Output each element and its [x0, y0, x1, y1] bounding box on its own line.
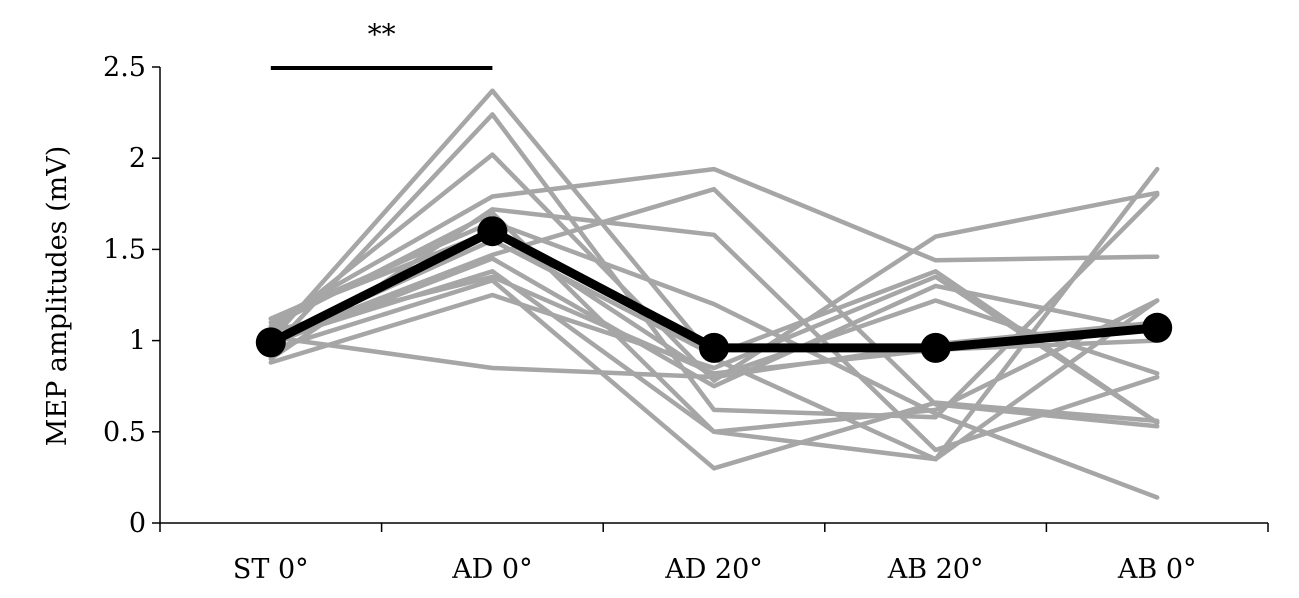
- mean-point: [699, 332, 729, 363]
- individual-series-line: [268, 219, 1160, 500]
- y-tick-label: 2.5: [103, 52, 146, 83]
- mean-point: [477, 216, 508, 247]
- individual-series-line: [268, 186, 1160, 429]
- individual-series-line: [268, 256, 1160, 389]
- individual-series-group: [268, 88, 1160, 500]
- y-axis-title: MEP amplitudes (mV): [42, 146, 73, 446]
- individual-series-line: [268, 210, 1160, 462]
- individual-series-line: [268, 166, 1160, 325]
- significance-label: **: [368, 18, 396, 51]
- x-tick-label: AB 0°: [1117, 554, 1197, 585]
- individual-series-line: [268, 152, 1160, 383]
- y-tick-label: 0: [129, 508, 146, 539]
- y-tick-label: 2: [129, 143, 146, 174]
- mean-series-group: [255, 216, 1173, 363]
- mean-point: [920, 332, 951, 363]
- x-tick-label: AD 20°: [664, 554, 763, 585]
- x-tick-label: AD 0°: [451, 554, 532, 585]
- x-tick-label: AB 20°: [887, 554, 984, 585]
- significance-bracket: **: [270, 18, 493, 70]
- y-tick-label: 0.5: [103, 417, 146, 448]
- mean-point: [255, 327, 286, 358]
- y-tick-label: 1: [129, 326, 146, 357]
- individual-series-line: [268, 274, 1160, 376]
- axes: 0 0.5 1 1.5 2 2.5 ST 0° AD 0° AD 20° AB 20° AB 0°: [103, 52, 1269, 585]
- x-tick-label: ST 0°: [233, 554, 309, 585]
- mean-point: [1142, 312, 1173, 343]
- y-tick-label: 1.5: [103, 234, 146, 265]
- individual-series-line: [268, 274, 1160, 425]
